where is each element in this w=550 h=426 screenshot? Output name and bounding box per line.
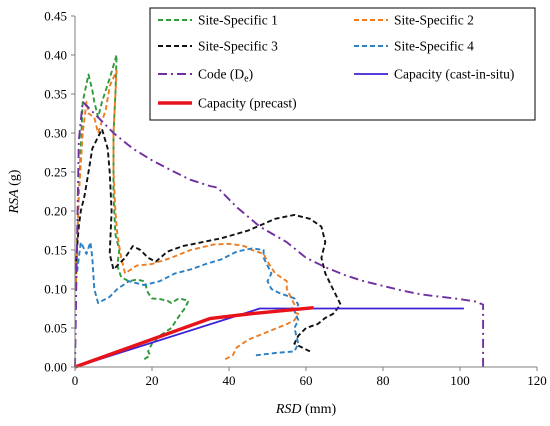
x-tick-label: 80 xyxy=(377,373,390,388)
series-line-1 xyxy=(74,54,190,360)
x-axis-title: RSD (mm) xyxy=(275,402,337,417)
y-tick-label: 0.20 xyxy=(44,204,67,219)
series-line-2 xyxy=(74,69,300,361)
x-tick-label: 0 xyxy=(72,373,79,388)
y-tick-label: 0.15 xyxy=(44,243,67,258)
series-line-6 xyxy=(74,307,464,368)
legend-label-7: Capacity (precast) xyxy=(198,96,297,111)
x-tick-label: 60 xyxy=(300,373,313,388)
legend: Site-Specific 1 Site-Specific 2 Site-Speci… xyxy=(149,7,536,121)
x-tick-label: 20 xyxy=(146,373,159,388)
y-tick-label: 0.40 xyxy=(44,48,67,63)
legend-label-1: Site-Specific 1 xyxy=(198,13,278,28)
legend-label-4: Site-Specific 4 xyxy=(394,39,474,54)
y-tick-label: 0.25 xyxy=(44,165,67,180)
y-tick-label: 0.05 xyxy=(44,321,67,336)
legend-box xyxy=(149,7,536,121)
legend-label-5: Code (De) xyxy=(198,67,253,85)
series-line-7 xyxy=(74,306,314,369)
legend-label-3: Site-Specific 3 xyxy=(198,39,278,54)
x-tick-label: 100 xyxy=(450,373,470,388)
y-tick-label: 0.00 xyxy=(44,360,67,375)
series-line-4 xyxy=(75,241,300,357)
legend-label-2: Site-Specific 2 xyxy=(394,13,474,28)
axes: 0 20 40 60 80 100 120 0.00 0.05 0.10 0.15 0.20 0.25 0… xyxy=(44,9,547,389)
series-line-3 xyxy=(74,128,342,353)
x-tick-label: 120 xyxy=(527,373,547,388)
legend-label-6: Capacity (cast-in-situ) xyxy=(394,67,514,82)
y-tick-label: 0.35 xyxy=(44,87,67,102)
series-line-5 xyxy=(74,100,485,368)
y-tick-label: 0.10 xyxy=(44,282,67,297)
y-tick-label: 0.45 xyxy=(44,9,67,24)
x-tick-label: 40 xyxy=(223,373,236,388)
y-tick-label: 0.30 xyxy=(44,126,67,141)
plot-area xyxy=(74,54,485,369)
y-axis-title: RSA (g) xyxy=(7,169,22,214)
